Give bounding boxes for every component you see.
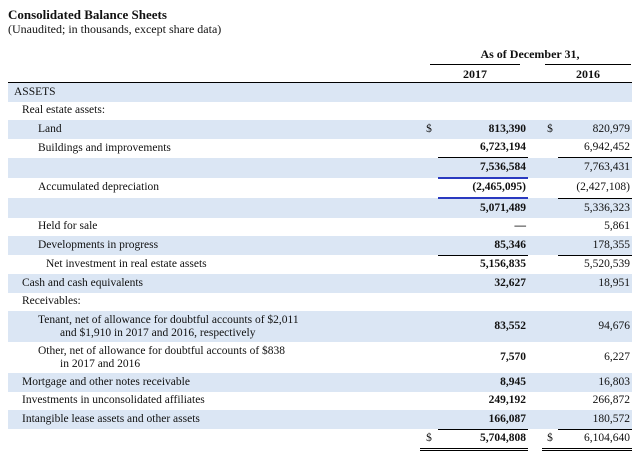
row-label: Buildings and improvements: [38, 141, 171, 154]
table-row: Buildings and improvements 6,723,194 6,9…: [8, 138, 632, 158]
value-2016: 266,872: [592, 394, 630, 407]
total-value-2017: 5,704,808: [438, 429, 528, 451]
table-row: Land $ 813,390 $ 820,979: [8, 120, 632, 139]
row-label-line2: and $1,910 in 2017 and 2016, respectivel…: [60, 326, 256, 339]
balance-sheet-table: ASSETS Real estate assets: Land $ 813,39…: [8, 82, 632, 451]
currency-symbol: $: [420, 120, 438, 139]
table-row: Real estate assets:: [8, 102, 632, 121]
value-2016: (2,427,108): [558, 177, 632, 199]
row-label: Tenant, net of allowance for doubtful ac…: [8, 311, 420, 342]
row-label: [8, 198, 420, 218]
value-2016: 94,676: [558, 311, 632, 342]
currency-symbol: $: [420, 429, 438, 451]
value-2016: 180,572: [558, 410, 632, 430]
currency-symbol: $: [542, 120, 558, 139]
table-row: Receivables:: [8, 293, 632, 312]
table-row: 7,536,584 7,763,431: [8, 157, 632, 179]
value-2016: 6,942,452: [558, 138, 632, 158]
row-label-line2: in 2017 and 2016: [60, 357, 141, 370]
value-2017: 166,087: [438, 410, 528, 430]
row-label: Land: [8, 120, 420, 139]
currency-symbol: $: [542, 429, 558, 451]
value-2017: 5,071,489: [438, 198, 528, 218]
row-label-line1: Other, net of allowance for doubtful acc…: [38, 344, 286, 357]
value-2016: 5,520,539: [584, 258, 630, 271]
row-label: Net investment in real estate assets: [46, 258, 207, 270]
value-2017: 813,390: [438, 120, 528, 139]
row-label: ASSETS: [8, 82, 420, 102]
value-2016: 820,979: [558, 120, 632, 139]
year-2017-header: 2017: [430, 64, 520, 82]
statement-subtitle: (Unaudited; in thousands, except share d…: [8, 22, 222, 36]
table-row: Tenant, net of allowance for doubtful ac…: [8, 311, 632, 342]
row-label: Real estate assets:: [22, 104, 106, 117]
value-2017: 7,536,584: [438, 157, 528, 179]
value-2016: 18,951: [558, 274, 632, 293]
row-label: Held for sale: [38, 220, 98, 233]
row-label: [8, 157, 420, 178]
value-2016: 5,336,323: [558, 198, 632, 218]
value-2016: 6,227: [604, 351, 630, 363]
table-row: Held for sale — 5,861: [8, 218, 632, 237]
value-2017: (2,465,095): [438, 177, 528, 199]
row-label-line1: Tenant, net of allowance for doubtful ac…: [38, 313, 299, 326]
table-row: 5,071,489 5,336,323: [8, 198, 632, 218]
value-2017: —: [514, 220, 527, 233]
table-row: Cash and cash equivalents 32,627 18,951: [8, 274, 632, 293]
value-2017: 83,552: [438, 311, 528, 342]
value-2016: 16,803: [558, 373, 632, 392]
table-row: Investments in unconsolidated affiliates…: [8, 392, 632, 411]
table-row: Mortgage and other notes receivable 8,94…: [8, 373, 632, 392]
period-header: As of December 31,: [480, 47, 580, 61]
row-label: [8, 429, 420, 450]
row-label: Investments in unconsolidated affiliates: [22, 394, 205, 407]
value-2016: 178,355: [558, 236, 632, 256]
value-2017: 249,192: [488, 394, 526, 407]
total-value-2016: 6,104,640: [558, 429, 632, 451]
value-2016: 5,861: [604, 220, 630, 233]
value-2016: 7,763,431: [558, 157, 632, 178]
row-label: Accumulated depreciation: [38, 181, 160, 194]
table-row: Net investment in real estate assets 5,1…: [8, 255, 632, 274]
value-2017: 32,627: [438, 274, 528, 293]
row-label: Cash and cash equivalents: [8, 274, 420, 293]
row-label: Developments in progress: [8, 236, 420, 255]
year-2016-header: 2016: [545, 64, 631, 82]
value-2017: 5,156,835: [480, 258, 526, 271]
table-row: Accumulated depreciation (2,465,095) (2,…: [8, 177, 632, 199]
statement-title: Consolidated Balance Sheets: [8, 7, 167, 22]
table-row-total: $ 5,704,808 $ 6,104,640: [8, 429, 632, 451]
row-label: Intangible lease assets and other assets: [8, 410, 420, 429]
table-row: Other, net of allowance for doubtful acc…: [8, 342, 632, 373]
row-label: Mortgage and other notes receivable: [8, 373, 420, 392]
row-label: Receivables:: [22, 295, 81, 308]
table-row: Developments in progress 85,346 178,355: [8, 236, 632, 256]
value-2017: 8,945: [438, 373, 528, 392]
table-row: Intangible lease assets and other assets…: [8, 410, 632, 430]
value-2017: 6,723,194: [438, 138, 528, 158]
row-label: Other, net of allowance for doubtful acc…: [8, 342, 420, 373]
value-2017: 7,570: [500, 351, 526, 363]
value-2017: 85,346: [438, 236, 528, 256]
table-row: ASSETS: [8, 82, 632, 102]
